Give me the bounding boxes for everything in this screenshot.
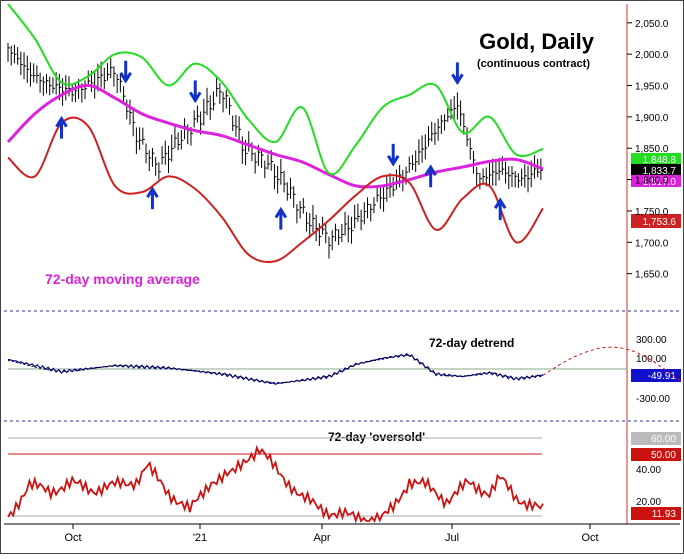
x-tick-label: Jul (445, 532, 459, 544)
lower-band-badge (631, 214, 681, 228)
up-arrow-icon (146, 186, 159, 210)
72-day-moving-average-line (6, 83, 544, 189)
down-arrow-icon (451, 62, 464, 86)
down-arrow-icon (119, 60, 132, 84)
projected-cycle-line (542, 346, 684, 384)
oversold-60-badge (631, 432, 681, 445)
detrend-label: 72-day detrend (429, 336, 514, 350)
detrend-tick-neg300: -300.00 (636, 394, 670, 405)
oversold-tick-20: 20.00 (636, 497, 661, 508)
moving-average-label: 72-day moving average (45, 271, 200, 287)
price-tick-label: 1,850.0 (635, 144, 669, 155)
chart-subtitle: (continuous contract) (477, 58, 590, 70)
x-tick-label: Oct (64, 532, 81, 544)
moving-average-value: 1,817.0 (643, 177, 677, 188)
price-tick-label: 1,700.0 (635, 238, 669, 249)
price-tick-label: 2,000.0 (635, 50, 669, 61)
oversold-current-badge (631, 507, 681, 520)
detrend-tick-100: 100.00 (636, 354, 667, 365)
oversold-tick-40: 40.00 (636, 465, 661, 476)
oversold-50-value: 50.00 (651, 450, 676, 461)
up-arrow-icon (55, 115, 68, 139)
oversold-60-value: 60.00 (651, 434, 676, 445)
price-tick-label: 1,750.0 (635, 207, 669, 218)
up-arrow-icon (493, 197, 507, 221)
detrend-tick-300: 300.00 (636, 335, 667, 346)
up-arrow-icon (424, 164, 437, 188)
cycle-arrows (55, 60, 507, 230)
oversold-label: 72-day 'oversold' (328, 430, 425, 444)
oversold-line (7, 444, 544, 524)
upper-band-badge (631, 153, 681, 165)
lower-band-value: 1,753.6 (643, 217, 677, 228)
price-y-ticks: 1,650.0 1,700.0 1,750.0 1,800.0 1,850.0 1,900… (627, 19, 669, 281)
last-price-badge (631, 164, 681, 176)
price-lines (6, 3, 544, 264)
price-bars (7, 42, 543, 259)
detrend-smooth-line (7, 354, 544, 383)
detrend-value: -49.91 (648, 371, 677, 382)
x-axis-ticks: Oct '21 Apr Jul Oct (64, 524, 599, 544)
oversold-current-value: 11.93 (652, 509, 677, 520)
price-tick-label: 2,050.0 (635, 19, 669, 30)
detrend-lines (7, 346, 684, 385)
up-arrow-icon (274, 206, 288, 230)
down-arrow-icon (188, 80, 202, 104)
detrend-line (7, 352, 544, 385)
price-tick-label: 1,650.0 (635, 270, 669, 281)
price-tick-label: 1,800.0 (635, 176, 669, 187)
moving-average-badge (631, 175, 681, 187)
down-arrow-icon (386, 143, 400, 167)
price-tick-label: 1,900.0 (635, 113, 669, 124)
x-tick-label: Apr (313, 532, 330, 544)
oversold-50-badge (631, 448, 681, 461)
last-price-value: 1,833.7 (643, 166, 677, 177)
oversold-lines (7, 444, 544, 524)
chart-title: Gold, Daily (479, 29, 595, 54)
upper-band-value: 1,848.8 (643, 155, 677, 166)
lower-band-line (7, 116, 544, 264)
price-tick-label: 1,950.0 (635, 82, 669, 93)
x-tick-label: '21 (193, 532, 207, 544)
x-tick-label: Oct (581, 532, 598, 544)
upper-band-line (7, 3, 544, 176)
